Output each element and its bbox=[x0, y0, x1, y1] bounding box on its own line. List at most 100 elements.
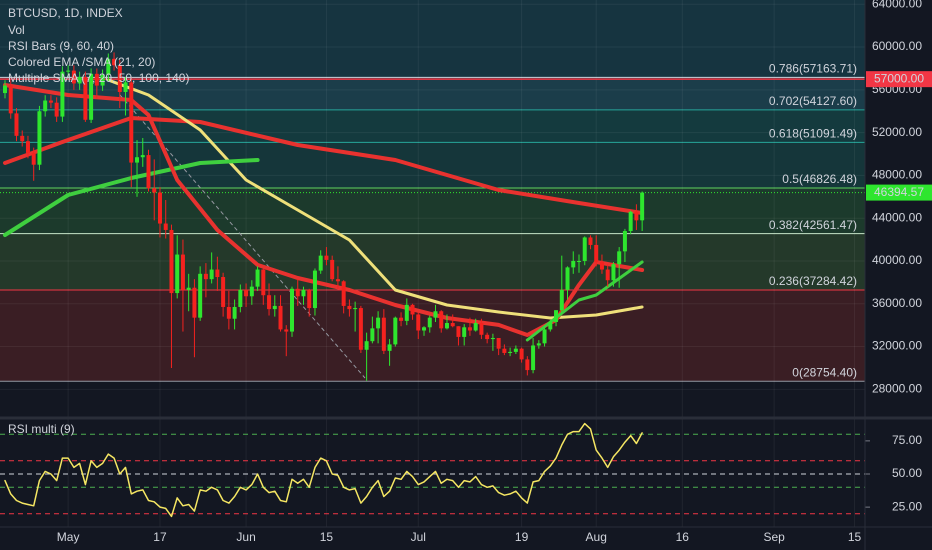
candle-body bbox=[3, 85, 7, 94]
candle-body bbox=[94, 73, 99, 86]
candle-body bbox=[318, 255, 323, 271]
candle-body bbox=[594, 244, 599, 263]
price-tag bbox=[866, 184, 932, 201]
candle-body bbox=[611, 264, 616, 281]
fib-band bbox=[0, 142, 865, 188]
candle-body bbox=[513, 348, 518, 352]
candle-body bbox=[43, 100, 48, 112]
candle-body bbox=[129, 82, 134, 163]
candle-body bbox=[255, 269, 260, 287]
candle-body bbox=[519, 348, 524, 360]
candle-body bbox=[192, 287, 197, 318]
candle-body bbox=[548, 321, 553, 330]
candle-body bbox=[496, 337, 501, 349]
fib-band bbox=[0, 381, 865, 415]
candle-body bbox=[83, 77, 88, 120]
candle-body bbox=[20, 135, 25, 142]
candle-body bbox=[353, 308, 358, 310]
candle-body bbox=[399, 317, 404, 321]
fib-band bbox=[0, 0, 865, 78]
candle-body bbox=[135, 157, 140, 163]
candle-body bbox=[358, 308, 363, 350]
fib-band bbox=[0, 187, 865, 234]
candle-body bbox=[490, 337, 495, 340]
candle-body bbox=[186, 287, 191, 290]
candle-body bbox=[54, 102, 59, 117]
candle-body bbox=[272, 305, 277, 310]
candle-body bbox=[571, 260, 576, 268]
x-tick-label: 16 bbox=[676, 530, 690, 544]
candle-body bbox=[508, 351, 513, 353]
y-tick-label: 44000.00 bbox=[872, 210, 922, 224]
candle-body bbox=[290, 288, 294, 332]
x-tick-label: May bbox=[57, 530, 80, 544]
candle-body bbox=[376, 317, 381, 329]
candle-body bbox=[37, 111, 42, 165]
candle-body bbox=[582, 237, 587, 261]
candle-body bbox=[462, 327, 467, 337]
price-tag-label: 57000.00 bbox=[874, 71, 924, 85]
moving-average bbox=[3, 116, 645, 215]
candle-body bbox=[565, 267, 570, 290]
chart-title: BTCUSD, 1D, INDEX bbox=[8, 6, 123, 20]
candle-body bbox=[146, 155, 151, 189]
candle-body bbox=[209, 269, 214, 280]
candle-body bbox=[238, 289, 243, 307]
fib-label: 0.702(54127.60) bbox=[769, 94, 857, 108]
trend-line bbox=[119, 94, 366, 379]
candle-body bbox=[450, 323, 455, 327]
fib-band bbox=[0, 290, 865, 382]
candle-body bbox=[473, 323, 478, 331]
fib-label: 0.236(37284.42) bbox=[769, 274, 857, 288]
candle-body bbox=[335, 279, 340, 282]
candle-body bbox=[261, 269, 266, 296]
candle-body bbox=[387, 344, 392, 351]
candle-body bbox=[364, 341, 369, 350]
candle-body bbox=[559, 289, 564, 311]
candle-body bbox=[347, 305, 352, 310]
candle-body bbox=[502, 348, 507, 353]
candle-body bbox=[628, 211, 633, 232]
indicator-label: Multiple SMA (7, 20, 50, 100, 140) bbox=[8, 71, 189, 85]
candle-body bbox=[60, 71, 65, 117]
fib-label: 0.5(46826.48) bbox=[782, 172, 857, 186]
candle-body bbox=[370, 328, 375, 342]
candle-body bbox=[416, 314, 421, 331]
candle-body bbox=[25, 141, 30, 153]
y-tick-label: 48000.00 bbox=[872, 168, 922, 182]
candle-body bbox=[8, 85, 13, 114]
candle-body bbox=[640, 192, 645, 221]
marks bbox=[3, 52, 645, 518]
grid bbox=[0, 0, 870, 527]
candle-body bbox=[100, 74, 105, 86]
rsi-tick-label: 50.00 bbox=[892, 466, 922, 480]
candle-body bbox=[427, 317, 432, 328]
candle-body bbox=[123, 82, 128, 92]
candle-body bbox=[599, 262, 604, 270]
candle-body bbox=[175, 254, 180, 294]
price-tag bbox=[866, 71, 932, 88]
candle-body bbox=[467, 327, 472, 331]
candle-body bbox=[106, 58, 111, 75]
candle-body bbox=[301, 289, 306, 297]
candle-body bbox=[422, 327, 427, 331]
x-tick-label: 15 bbox=[848, 530, 862, 544]
y-tick-label: 32000.00 bbox=[872, 339, 922, 353]
rsi-line bbox=[4, 422, 643, 518]
candle-body bbox=[249, 286, 254, 297]
backgrounds bbox=[0, 0, 865, 415]
candle-body bbox=[117, 65, 122, 92]
y-tick-label: 40000.00 bbox=[872, 253, 922, 267]
candle-body bbox=[307, 289, 312, 309]
candle-body bbox=[622, 231, 627, 252]
candle-body bbox=[112, 58, 117, 66]
candle-body bbox=[444, 323, 449, 329]
candle-body bbox=[295, 288, 300, 297]
fib-label: 0.382(42561.47) bbox=[769, 218, 857, 232]
candle-body bbox=[180, 254, 185, 290]
candle-body bbox=[215, 269, 220, 278]
x-tick-label: Sep bbox=[763, 530, 785, 544]
y-tick-label: 52000.00 bbox=[872, 125, 922, 139]
